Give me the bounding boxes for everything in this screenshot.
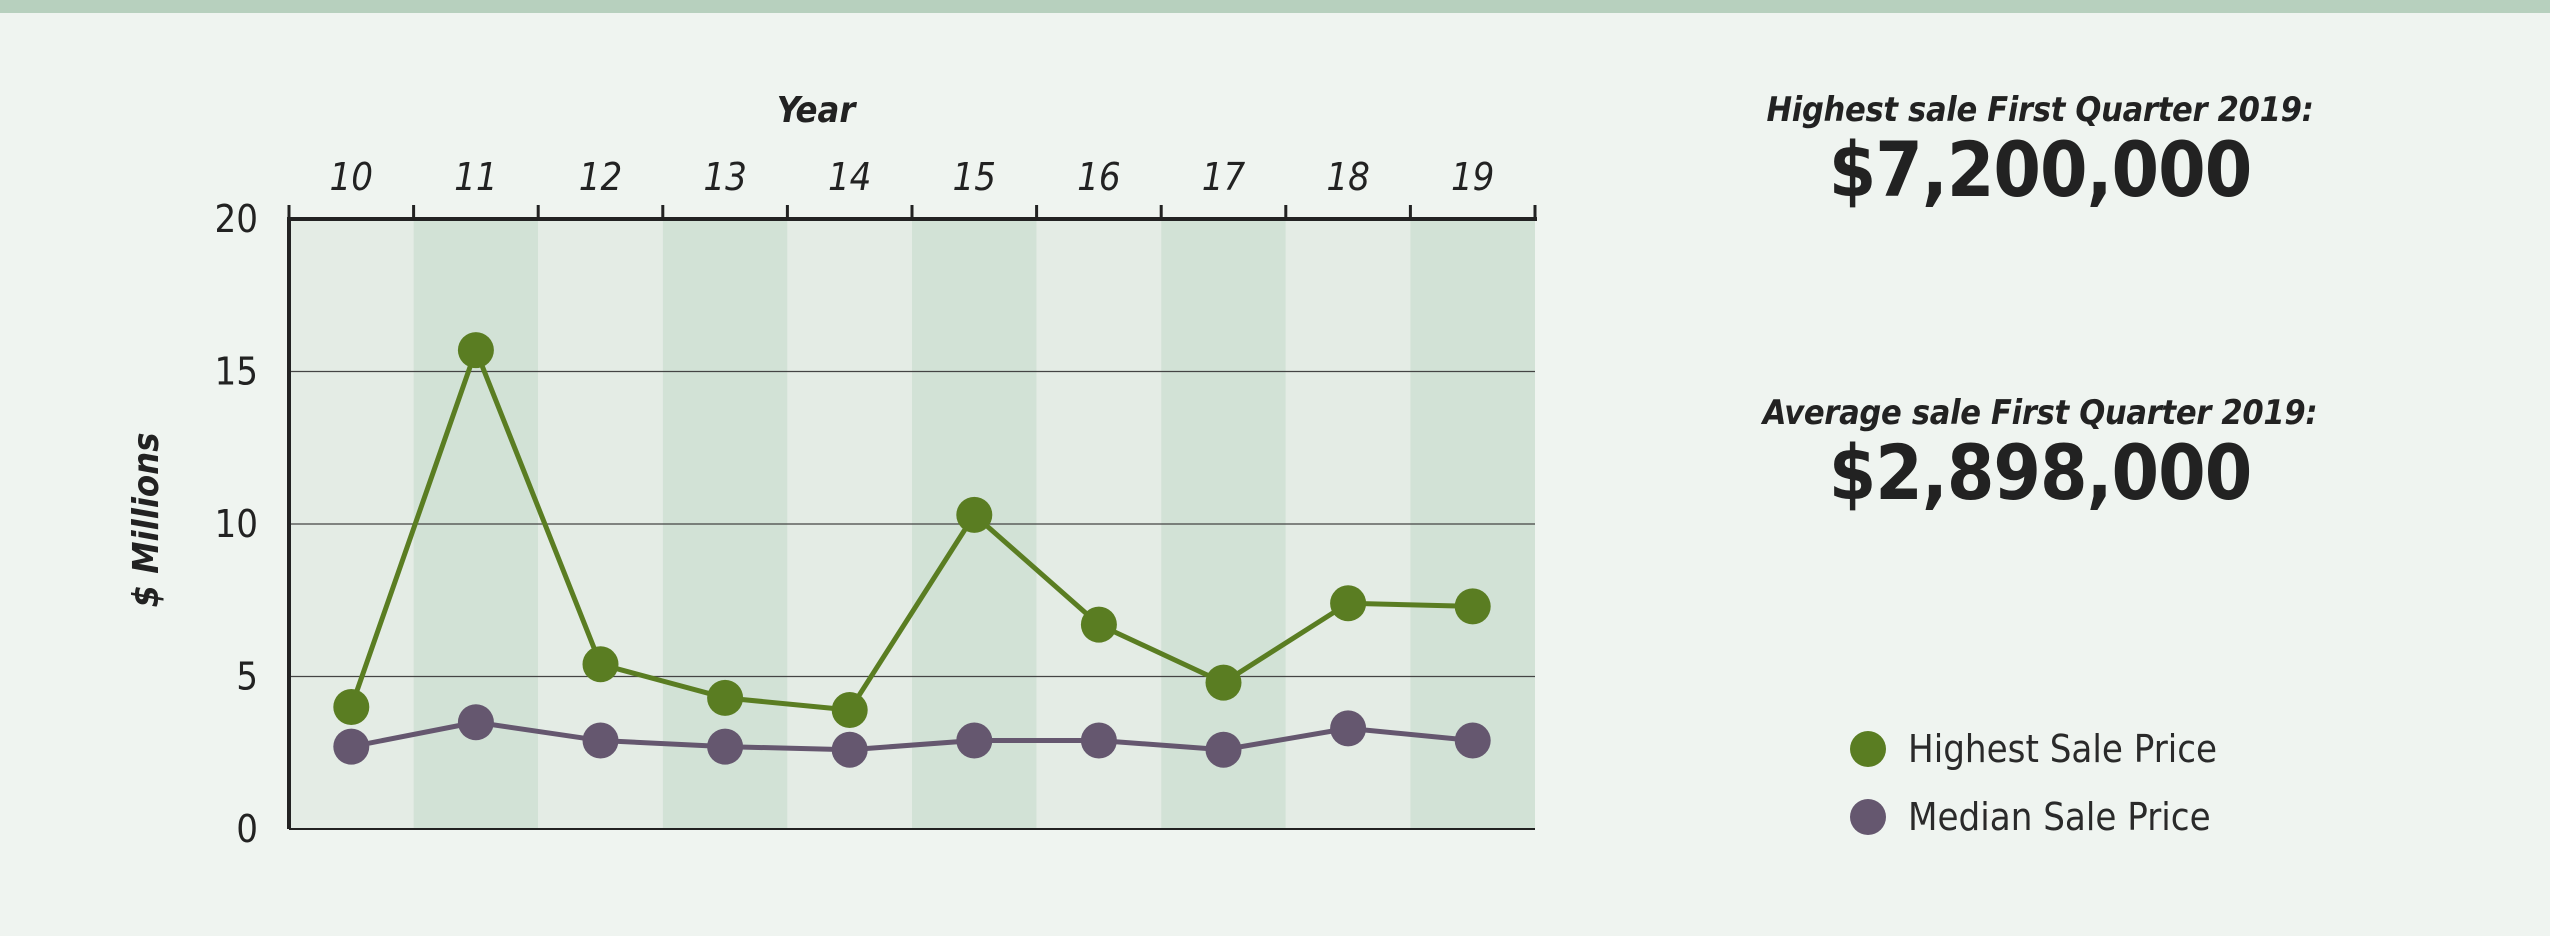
x-tick-label: 18 [1326,155,1370,199]
highest-sale-price-line [348,347,1473,713]
average-sale-label: Average sale First Quarter 2019: [1762,393,2318,433]
highest-sale-price-point [956,496,993,533]
average-sale-stat: Average sale First Quarter 2019: $2,898,… [1700,393,2380,511]
median-sale-price-point [956,722,993,759]
y-tick-label: 20 [215,197,259,241]
median-sale-price-point [707,728,744,765]
x-tick-label: 11 [454,155,498,199]
chart-legend: Highest Sale Price Median Sale Price [1850,715,2217,851]
x-tick-label: 10 [330,155,374,199]
y-tick-label: 10 [215,502,259,546]
median-sale-price-point [582,722,619,759]
legend-item-highest: Highest Sale Price [1850,715,2217,783]
highest-sale-price-point [582,646,619,683]
median-sale-price-point [1080,722,1117,759]
x-axis-title: Year [777,90,858,131]
x-tick-label: 19 [1451,155,1495,199]
y-tick-label: 5 [236,655,258,699]
x-tick-label: 15 [953,155,997,199]
median-sale-price-point [333,728,370,765]
highest-sale-price-point [1454,588,1491,625]
median-sale-price-point [457,704,494,741]
y-axis-title: $ Millions [126,432,167,607]
legend-label-median: Median Sale Price [1908,795,2211,839]
legend-marker-median [1850,799,1886,835]
x-tick-label: 12 [579,155,623,199]
median-sale-price-line [350,719,1473,753]
y-tick-label: 0 [236,807,258,851]
highest-sale-price-point [1080,606,1117,643]
median-sale-price-point [1330,710,1367,747]
highest-sale-label: Highest sale First Quarter 2019: [1766,90,2314,130]
highest-sale-price-point [457,332,494,369]
highest-sale-price-point [831,692,868,729]
x-tick-label: 17 [1202,155,1246,199]
median-sale-price-point [831,731,868,768]
highest-sale-price-point [1330,585,1367,622]
highest-sale-stat: Highest sale First Quarter 2019: $7,200,… [1700,90,2380,208]
median-sale-price-point [1205,731,1242,768]
highest-sale-price-point [333,689,370,725]
median-sale-price-point [1454,722,1491,759]
highest-sale-price-point [1205,664,1242,701]
x-tick-label: 16 [1077,155,1121,199]
x-tick-label: 14 [828,155,872,199]
y-tick-label: 15 [215,350,259,394]
top-accent-bar [0,0,2550,13]
legend-marker-highest [1850,731,1886,767]
legend-item-median: Median Sale Price [1850,783,2217,851]
average-sale-value: $2,898,000 [1828,428,2253,517]
highest-sale-value: $7,200,000 [1828,125,2253,214]
legend-label-highest: Highest Sale Price [1908,727,2218,771]
highest-sale-price-point [707,679,744,716]
x-tick-label: 13 [703,155,747,199]
